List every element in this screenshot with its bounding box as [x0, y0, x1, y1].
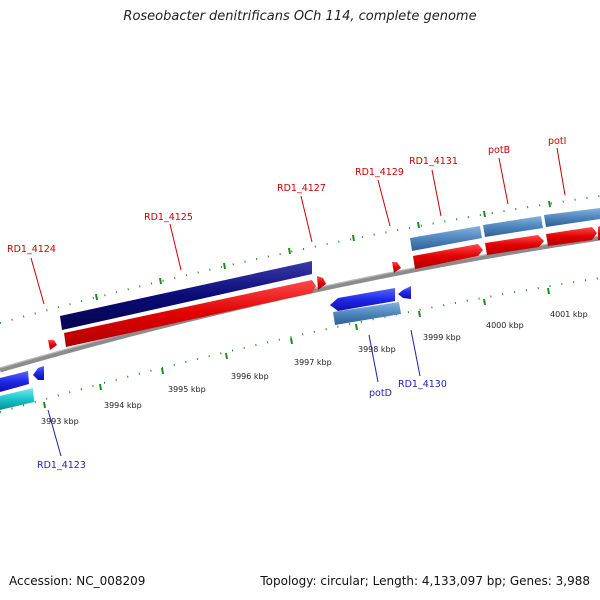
- gene-rd1-4127[interactable]: [317, 276, 326, 290]
- gene-potd[interactable]: [330, 288, 395, 311]
- gene-rd1-4125[interactable]: [64, 280, 316, 347]
- gene-rd1-4124[interactable]: [48, 340, 57, 350]
- gene-rd1-4129[interactable]: [392, 262, 401, 273]
- label-rd1-4124: RD1_4124: [7, 244, 56, 255]
- cds-potd[interactable]: [333, 302, 401, 325]
- scale-label-4000: 4000 kbp: [486, 321, 524, 330]
- major-ticks: [43, 200, 551, 409]
- cds-rd1-4125[interactable]: [60, 261, 312, 330]
- map-title: Roseobacter denitrificans OCh 114, compl…: [123, 9, 477, 24]
- cds-poti[interactable]: [544, 208, 600, 227]
- scale-label-4001: 4001 kbp: [550, 310, 588, 319]
- label-poti: potI: [548, 136, 566, 147]
- scale-label-3995: 3995 kbp: [168, 385, 206, 394]
- gene-rd1-4131[interactable]: [413, 244, 483, 269]
- scale-label-3999: 3999 kbp: [423, 333, 461, 342]
- cds-rd1-4131[interactable]: [410, 226, 482, 251]
- label-rd1-4131: RD1_4131: [409, 156, 458, 167]
- gene-poti[interactable]: [546, 227, 597, 246]
- scale-label-3993: 3993 kbp: [41, 417, 79, 426]
- label-rd1-4127: RD1_4127: [277, 183, 326, 194]
- scale-label-3998: 3998 kbp: [358, 345, 396, 354]
- gene-rd1-4130[interactable]: [398, 286, 411, 299]
- label-leaders: [30, 147, 566, 457]
- genome-summary-text: Topology: circular; Length: 4,133,097 bp…: [260, 574, 590, 588]
- outer-tick-track: [0, 195, 600, 324]
- gene-rd1-4123[interactable]: [0, 371, 29, 392]
- gene-potb[interactable]: [485, 235, 544, 255]
- accession-text: Accession: NC_008209: [9, 574, 146, 588]
- label-rd1-4125: RD1_4125: [144, 212, 193, 223]
- scale-label-3997: 3997 kbp: [294, 358, 332, 367]
- label-rd1-4130: RD1_4130: [398, 379, 447, 390]
- label-rd1-4129: RD1_4129: [355, 167, 404, 178]
- genome-backbone: [0, 235, 600, 373]
- label-potd: potD: [369, 388, 392, 399]
- label-potb: potB: [488, 145, 510, 156]
- cds-potb[interactable]: [483, 216, 543, 237]
- label-rd1-4123: RD1_4123: [37, 460, 86, 471]
- scale-label-3994: 3994 kbp: [104, 401, 142, 410]
- cds-rd1-4123[interactable]: [0, 388, 34, 410]
- scale-label-3996: 3996 kbp: [231, 372, 269, 381]
